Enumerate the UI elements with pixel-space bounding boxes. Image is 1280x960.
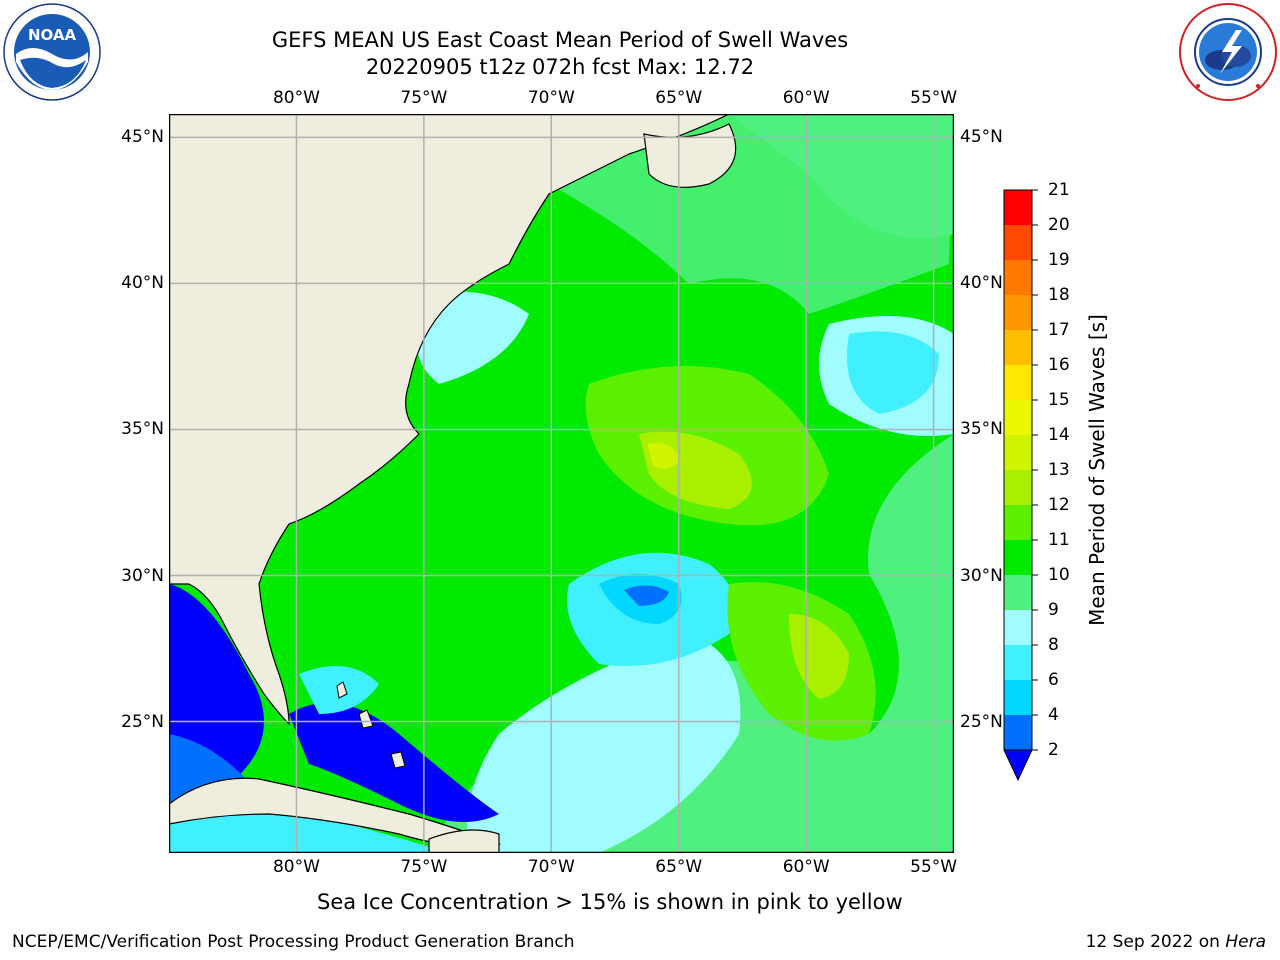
swell-band-2-4-central (624, 585, 669, 606)
longitude-tick-label: 65°W (655, 88, 703, 108)
caribbean-6-8-zone (169, 809, 449, 853)
longitude-tick-label: 80°W (272, 857, 320, 877)
colorbar-tick-label: 19 (1048, 250, 1070, 270)
longitude-tick-label: 80°W (272, 88, 320, 108)
colorbar-segment (1004, 435, 1032, 470)
colorbar-title: Mean Period of Swell Waves [s] (1085, 314, 1109, 626)
colorbar-segment (1004, 575, 1032, 610)
longitude-tick-label: 65°W (655, 857, 703, 877)
colorbar-tick-label: 2 (1048, 740, 1059, 760)
colorbar-tick-label: 4 (1048, 705, 1059, 725)
colorbar-tick-label: 21 (1048, 180, 1070, 200)
longitude-tick-label: 75°W (400, 88, 448, 108)
colorbar-tick-label: 15 (1048, 390, 1070, 410)
colorbar-segment (1004, 540, 1032, 575)
latitude-tick-label: 45°N (960, 127, 1003, 148)
colorbar-segment (1004, 260, 1032, 295)
colorbar-tick-label: 10 (1048, 565, 1070, 585)
colorbar-tick-label: 6 (1048, 670, 1059, 690)
land-hispaniola (428, 829, 500, 853)
footer-date: 12 Sep 2022 on Hera (1086, 932, 1266, 952)
latitude-tick-label: 30°N (960, 565, 1003, 586)
colorbar-segment (1004, 715, 1032, 750)
colorbar-segment (1004, 470, 1032, 505)
colorbar-segment (1004, 680, 1032, 715)
longitude-tick-label: 70°W (527, 88, 575, 108)
colorbar-segment (1004, 365, 1032, 400)
latitude-tick-label: 25°N (960, 711, 1003, 732)
chart-title: GEFS MEAN US East Coast Mean Period of S… (271, 28, 849, 52)
longitude-tick-label: 60°W (782, 88, 830, 108)
colorbar-segment (1004, 295, 1032, 330)
swell-band-8-9-northwest (416, 291, 529, 384)
colorbar-segment (1004, 505, 1032, 540)
colorbar-segment (1004, 610, 1032, 645)
colorbar-tick-label: 11 (1048, 530, 1070, 550)
colorbar-tick-label: 9 (1048, 600, 1059, 620)
colorbar-tick-label: 12 (1048, 495, 1070, 515)
footer-date-text: 12 Sep 2022 on (1085, 932, 1226, 952)
map-plot (169, 114, 954, 853)
latitude-tick-label: 35°N (960, 419, 1003, 440)
colorbar-segment (1004, 645, 1032, 680)
sea-ice-note: Sea Ice Concentration > 15% is shown in … (317, 890, 903, 914)
colorbar-tick-label: 16 (1048, 355, 1070, 375)
noaa-logo-text: NOAA (28, 26, 77, 44)
land-bahamas-3 (390, 751, 406, 769)
colorbar-extend-min (1003, 749, 1033, 782)
latitude-tick-label: 25°N (121, 711, 164, 732)
land-bahamas-1 (336, 681, 348, 699)
colorbar-tick-label: 20 (1048, 215, 1070, 235)
nws-logo-icon (1179, 3, 1277, 101)
colorbar-segment (1004, 330, 1032, 365)
noaa-logo-icon: NOAA (3, 3, 101, 101)
latitude-tick-label: 40°N (960, 273, 1003, 294)
latitude-tick-label: 45°N (121, 127, 164, 148)
colorbar-tick-label: 18 (1048, 285, 1070, 305)
colorbar-tick-label: 14 (1048, 425, 1070, 445)
longitude-tick-label: 75°W (400, 857, 448, 877)
colorbar-segment (1004, 400, 1032, 435)
longitude-tick-label: 55°W (910, 88, 958, 108)
colorbar (1003, 189, 1038, 782)
colorbar-tick-label: 13 (1048, 460, 1070, 480)
latitude-tick-label: 40°N (121, 273, 164, 294)
colorbar-segment (1004, 190, 1032, 225)
map-frame (169, 114, 954, 853)
swell-band-8-9-south (467, 634, 741, 853)
latitude-tick-label: 30°N (121, 565, 164, 586)
longitude-tick-label: 70°W (527, 857, 575, 877)
longitude-tick-label: 60°W (782, 857, 830, 877)
swell-band-6-8-east (847, 331, 939, 414)
gridlines (169, 114, 954, 853)
footer-credit: NCEP/EMC/Verification Post Processing Pr… (12, 932, 575, 952)
longitude-tick-label: 55°W (910, 857, 958, 877)
footer-host: Hera (1225, 932, 1266, 952)
colorbar-segment (1004, 225, 1032, 260)
swell-band-13-14-core (647, 442, 681, 469)
colorbar-tick-label: 8 (1048, 635, 1059, 655)
latitude-tick-label: 35°N (121, 419, 164, 440)
swell-band-12-13-south (789, 614, 849, 699)
chart-subtitle: 20220905 t12z 072h fcst Max: 12.72 (365, 55, 755, 79)
land-bahamas-2 (358, 709, 374, 729)
land-us-east-coast (169, 114, 730, 726)
land-nova-scotia (643, 123, 737, 188)
colorbar-tick-label: 17 (1048, 320, 1070, 340)
